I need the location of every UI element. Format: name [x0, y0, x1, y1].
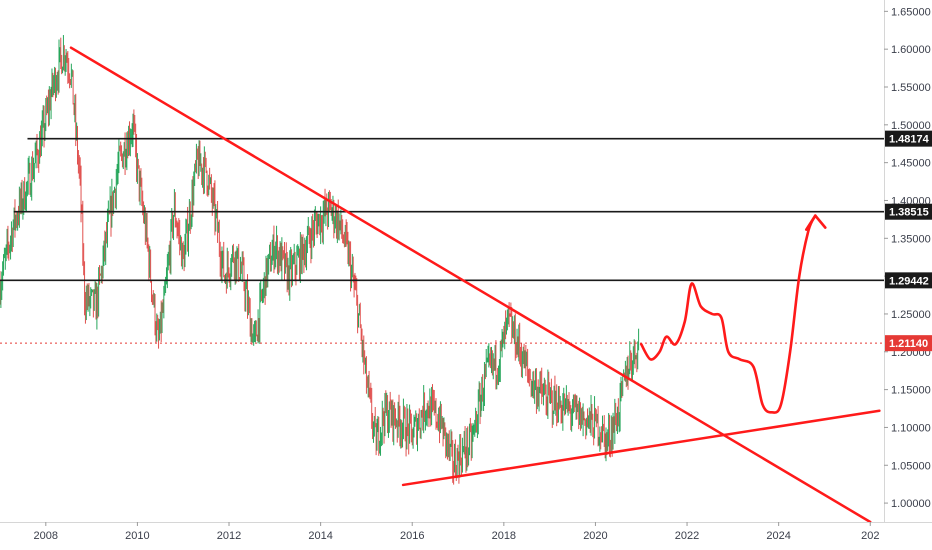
- arrow-up-icon: [804, 214, 827, 231]
- price-tick-label: 1.65000: [891, 6, 931, 18]
- time-tick-label: 2024: [766, 530, 790, 542]
- time-tick-label: 2010: [125, 530, 149, 542]
- time-tick-label: 2016: [400, 530, 424, 542]
- time-tick-label: 2020: [583, 530, 607, 542]
- horizontal-levels: [0, 137, 884, 344]
- price-tick-label: 1.60000: [891, 44, 931, 56]
- level-price-tag-bg: [885, 203, 932, 220]
- price-tick-label: 1.45000: [891, 158, 931, 170]
- time-tick-label: 202: [861, 530, 879, 542]
- level-price-tag-bg: [885, 272, 932, 289]
- candles: [0, 35, 640, 485]
- trend-line: [69, 46, 872, 524]
- time-tick-label: 2014: [308, 530, 332, 542]
- current-price-tag-bg: [885, 335, 932, 352]
- projection: [639, 214, 827, 414]
- price-tick-label: 1.10000: [891, 422, 931, 434]
- price-tick-label: 1.00000: [891, 498, 931, 510]
- price-tags: 1.48174 1.38515 1.29442 1.21140: [885, 130, 932, 352]
- level-price-tag: 1.29442: [889, 275, 929, 287]
- time-tick-label: 2018: [492, 530, 516, 542]
- price-tick-label: 1.55000: [891, 82, 931, 94]
- price-tick-label: 1.35000: [891, 233, 931, 245]
- price-tick-label: 1.15000: [891, 385, 931, 397]
- level-price-tag: 1.48174: [889, 134, 930, 146]
- forecast-path: [639, 214, 817, 414]
- time-axis[interactable]: 2008 2010 2012 2014 2016 2018 2020 2022 2024 202: [34, 522, 880, 542]
- price-tick-label: 1.25000: [891, 309, 931, 321]
- price-tick-label: 1.05000: [891, 460, 931, 472]
- time-tick-label: 2012: [217, 530, 241, 542]
- price-tick-label: 1.50000: [891, 120, 931, 132]
- trend-line: [401, 409, 881, 487]
- time-tick-label: 2008: [34, 530, 58, 542]
- level-price-tag-bg: [885, 130, 932, 147]
- price-axis[interactable]: 1.650001.600001.550001.500001.450001.400…: [884, 6, 931, 510]
- level-price-tag: 1.38515: [889, 207, 929, 219]
- time-tick-label: 2022: [675, 530, 699, 542]
- trend-lines: [69, 46, 881, 524]
- current-price-tag: 1.21140: [889, 338, 928, 350]
